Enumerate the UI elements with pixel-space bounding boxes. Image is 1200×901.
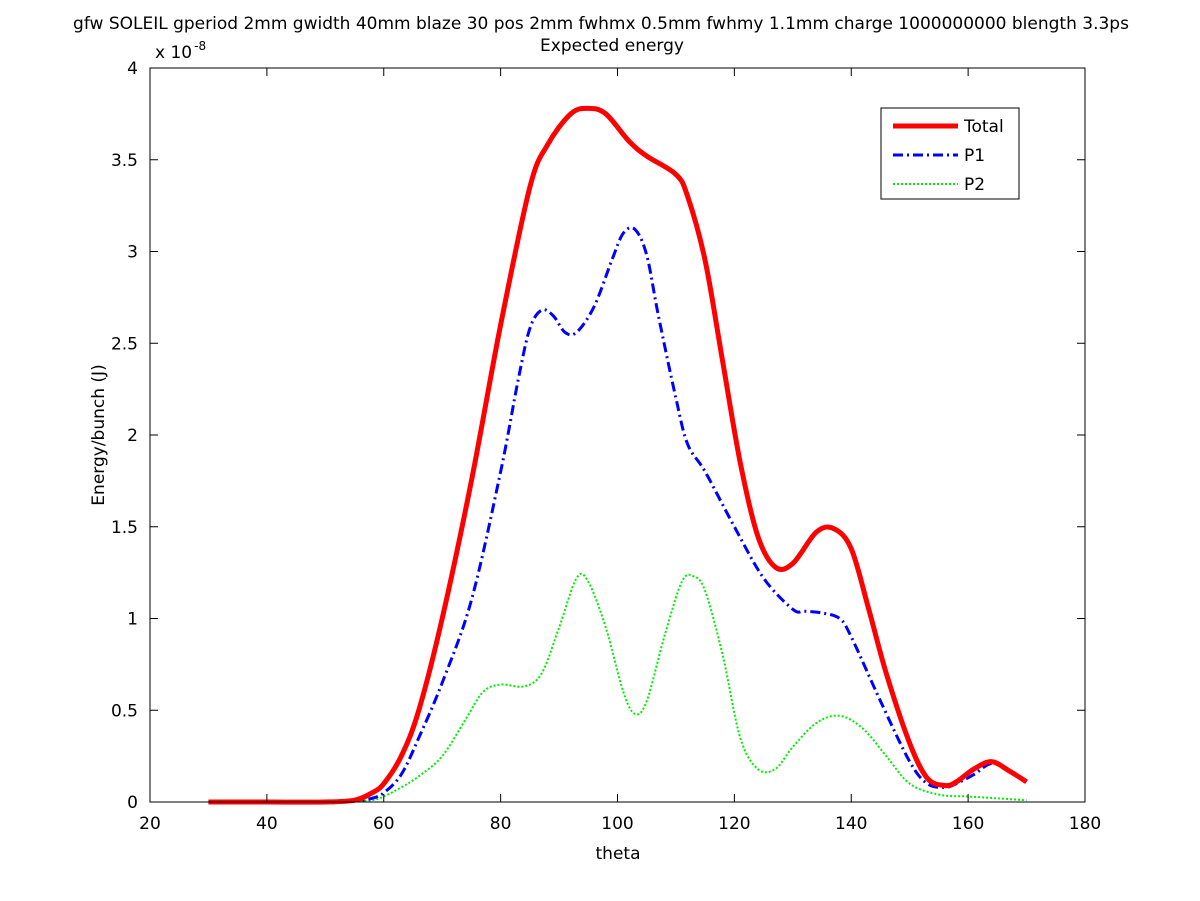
x-tick-label: 40 — [256, 814, 278, 834]
y-axis-label: Energy/bunch (J) — [89, 364, 109, 505]
series-line-total — [208, 105, 1028, 805]
x-axis-label: theta — [596, 844, 641, 864]
x-tick-label: 100 — [601, 814, 633, 834]
x-tick-label: 80 — [490, 814, 512, 834]
x-tick-label: 140 — [835, 814, 867, 834]
x-tick-label: 180 — [1069, 814, 1101, 834]
legend-label-p2: P2 — [964, 175, 985, 195]
chart-subtitle: Expected energy — [540, 36, 684, 56]
x-tick-label: 20 — [139, 814, 161, 834]
legend: Total P1 P2 — [880, 107, 1020, 200]
series-line-p2 — [208, 572, 1027, 804]
y-multiplier: x 10 -8 — [155, 39, 206, 63]
series-line-p1 — [208, 226, 1028, 804]
legend-label-p1: P1 — [964, 146, 985, 166]
y-tick-label: 2 — [127, 426, 138, 446]
x-tick-label: 60 — [373, 814, 395, 834]
legend-label-total: Total — [963, 117, 1004, 137]
y-tick-label: 2.5 — [111, 334, 138, 354]
y-tick-label: 1.5 — [111, 518, 138, 538]
y-tick-label: 0.5 — [111, 701, 138, 721]
x-tick-label: 160 — [952, 814, 984, 834]
y-tick-label: 3 — [127, 243, 138, 263]
y-multiplier-base: x 10 — [155, 43, 192, 63]
x-tick-label: 120 — [718, 814, 750, 834]
axis-ticks: 20 40 60 80 100 120 140 160 180 0 0.5 1 1.5 2 2.5 3 3.5 4 — [111, 59, 1101, 834]
y-multiplier-exponent: -8 — [194, 39, 206, 53]
y-tick-label: 1 — [127, 610, 138, 630]
plot-area — [208, 105, 1028, 805]
y-tick-label: 3.5 — [111, 151, 138, 171]
y-tick-label: 0 — [127, 793, 138, 813]
y-tick-label: 4 — [127, 59, 138, 79]
chart-title: gfw SOLEIL gperiod 2mm gwidth 40mm blaze… — [73, 14, 1129, 34]
